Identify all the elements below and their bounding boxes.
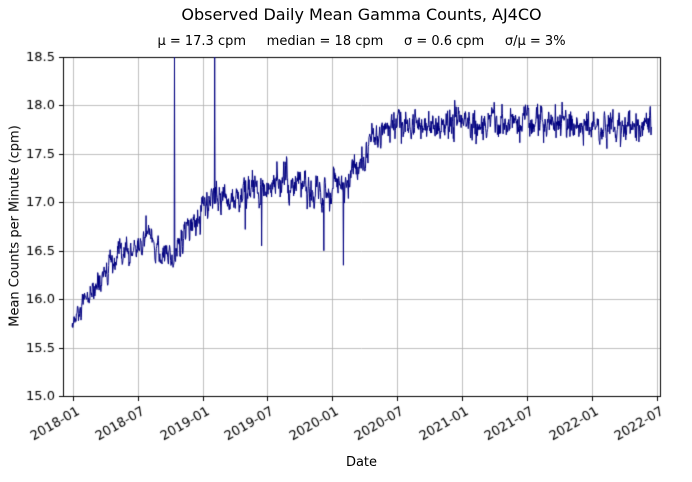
- y-axis-label: Mean Counts per Minute (cpm): [7, 125, 23, 327]
- x-axis-label: Date: [345, 455, 378, 470]
- chart-stats-line: μ = 17.3 cpm median = 18 cpm σ = 0.6 cpm…: [157, 34, 566, 49]
- chart-title: Observed Daily Mean Gamma Counts, AJ4CO: [181, 5, 542, 24]
